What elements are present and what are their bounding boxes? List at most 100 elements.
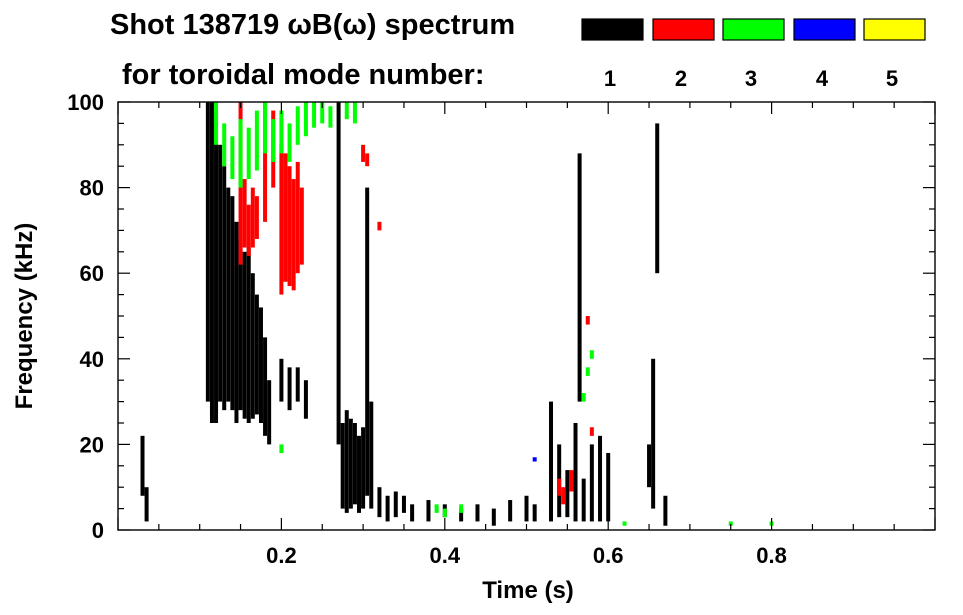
mode-1-segment-16 — [263, 337, 268, 436]
mode-2-segment-20 — [589, 427, 594, 436]
mode-1-segment-53 — [647, 444, 652, 488]
mode-1-segment-8 — [230, 196, 235, 411]
y-tick-label: 20 — [80, 432, 104, 457]
mode-1-segment-21 — [303, 380, 308, 419]
mode-3-segment-21 — [581, 393, 586, 402]
mode-1-segment-50 — [589, 444, 594, 522]
mode-1-segment-6 — [222, 166, 227, 411]
mode-1-segment-52 — [606, 452, 611, 522]
mode-3-segment-23 — [589, 350, 594, 359]
mode-1-segment-56 — [663, 495, 668, 526]
legend-label-mode-3: 3 — [745, 66, 757, 91]
mode-1-segment-24 — [344, 410, 349, 513]
mode-1-segment-46 — [565, 470, 570, 518]
mode-2-segment-7 — [279, 144, 284, 295]
mode-3-segment-5 — [254, 110, 259, 171]
legend-swatch-mode-4 — [793, 18, 856, 41]
mode-1-segment-7 — [226, 187, 231, 402]
mode-1-segment-34 — [401, 495, 406, 513]
axes: 0.2 0.4 0.6 0.8 0 20 40 60 80 100 — [67, 90, 936, 568]
mode-2-segment-11 — [295, 161, 300, 274]
mode-3-segment-25 — [728, 521, 733, 526]
mode-1-segment-28 — [361, 427, 366, 509]
mode-1-segment-17 — [267, 380, 272, 445]
mode-3-segment-15 — [344, 102, 349, 120]
mode-3-segment-18 — [434, 504, 439, 513]
mode-2-segment-3 — [250, 187, 255, 248]
mode-2-segment-2 — [246, 204, 251, 257]
mode-1-segment-48 — [577, 153, 582, 402]
mode-2-segment-5 — [263, 102, 268, 222]
mode-2-segment-13 — [361, 144, 366, 162]
mode-2-segment-9 — [287, 166, 292, 287]
mode-3-segment-4 — [246, 127, 251, 180]
x-axis-label: Time (s) — [482, 577, 574, 604]
mode-1-segment-13 — [250, 273, 255, 419]
mode-3-segment-19 — [442, 508, 447, 518]
plot-area — [140, 102, 774, 526]
y-tick-label: 80 — [80, 176, 104, 201]
mode-1-segment-25 — [348, 418, 353, 509]
mode-1-segment-4 — [214, 110, 219, 423]
mode-1-segment-5 — [218, 144, 223, 402]
mode-1-segment-31 — [377, 487, 382, 518]
mode-1-segment-32 — [385, 495, 390, 522]
mode-2-segment-14 — [365, 153, 370, 167]
mode-1-segment-2 — [205, 102, 210, 402]
mode-2-segment-19 — [585, 316, 590, 325]
mode-1-segment-33 — [393, 491, 398, 518]
mode-2-segment-16 — [557, 478, 562, 496]
mode-1-segment-30 — [369, 401, 374, 509]
mode-3-segment-17 — [279, 444, 284, 453]
mode-1-segment-29 — [365, 187, 370, 496]
x-tick-label: 0.2 — [266, 543, 297, 568]
mode-1-segment-10 — [238, 238, 243, 411]
mode-3-segment-12 — [312, 102, 317, 128]
mode-1-segment-38 — [459, 508, 464, 522]
x-tick-label: 0.6 — [593, 543, 624, 568]
mode-1-segment-43 — [532, 504, 537, 522]
mode-1-segment-9 — [234, 221, 239, 423]
mode-1-segment-3 — [209, 102, 214, 423]
mode-1-segment-54 — [651, 358, 656, 509]
mode-1-segment-12 — [246, 247, 251, 423]
legend-swatch-mode-2 — [652, 18, 715, 41]
mode-1-segment-49 — [581, 478, 586, 522]
mode-1-segment-39 — [475, 504, 480, 522]
mode-1-segment-42 — [524, 495, 529, 522]
mode-2-segment-17 — [561, 487, 566, 505]
mode-1-segment-1 — [144, 487, 149, 522]
chart-title-line2: for toroidal mode number: — [122, 59, 485, 91]
mode-3-segment-13 — [320, 102, 325, 124]
mode-1-segment-18 — [279, 358, 284, 402]
x-tick-label: 0.8 — [756, 543, 787, 568]
y-tick-label: 100 — [67, 90, 104, 115]
mode-2-segment-10 — [291, 179, 296, 291]
y-tick-label: 40 — [80, 347, 104, 372]
mode-3-segment-3 — [238, 119, 243, 188]
x-tick-label: 0.4 — [430, 543, 461, 568]
mode-1-segment-22 — [336, 102, 341, 445]
mode-3-segment-0 — [214, 102, 219, 145]
legend-label-mode-1: 1 — [604, 66, 616, 91]
mode-3-segment-14 — [328, 106, 333, 128]
mode-3-segment-8 — [279, 110, 284, 154]
mode-2-segment-4 — [254, 196, 259, 239]
mode-1-segment-35 — [410, 504, 415, 522]
chart-title-line1: Shot 138719 ωB(ω) spectrum — [110, 9, 515, 41]
mode-1-segment-19 — [287, 367, 292, 411]
legend-label-mode-4: 4 — [816, 66, 829, 91]
mode-3-segment-24 — [622, 521, 627, 526]
mode-2-segment-1 — [242, 179, 247, 248]
legend-swatch-mode-5 — [863, 18, 926, 41]
mode-1-segment-40 — [491, 508, 496, 526]
mode-3-segment-22 — [585, 367, 590, 376]
mode-1-segment-26 — [352, 423, 357, 505]
mode-1-segment-55 — [655, 123, 660, 274]
mode-1-segment-23 — [340, 423, 345, 509]
mode-3-segment-2 — [230, 136, 235, 180]
y-axis-label: Frequency (kHz) — [11, 223, 38, 410]
mode-1-segment-47 — [573, 423, 578, 522]
legend-label-mode-2: 2 — [675, 66, 687, 91]
